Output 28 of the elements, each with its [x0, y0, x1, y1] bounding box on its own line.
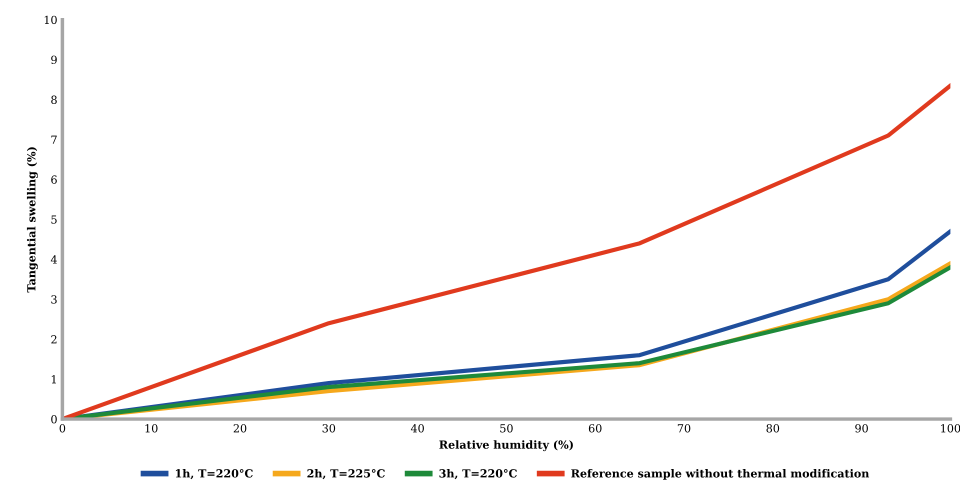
x-tick-label: 50	[500, 424, 513, 433]
x-tick-label: 100	[941, 424, 960, 433]
y-tick-label: 2	[51, 335, 56, 344]
y-tick-label: 4	[50, 255, 57, 264]
y-tick-label: 9	[51, 56, 57, 64]
y-tick-label: 7	[51, 136, 57, 144]
y-tick-label: 8	[51, 96, 57, 104]
y-tick-label: 3	[51, 295, 57, 304]
y-tick-label: 1	[52, 375, 56, 384]
x-tick-label: 70	[678, 424, 690, 433]
x-tick-label: 0	[60, 424, 66, 433]
y-axis-title: Tangential swelling (%)	[26, 147, 38, 292]
legend-label: 3h, T=220°C	[439, 468, 517, 480]
x-tick-label: 10	[145, 424, 158, 433]
x-tick-label: 20	[234, 424, 246, 433]
y-tick-label: 10	[44, 16, 57, 24]
x-tick-label: 40	[410, 424, 424, 433]
legend-label: 2h, T=225°C	[307, 468, 385, 480]
x-tick-label: 60	[588, 424, 602, 433]
y-tick-label: 5	[51, 216, 57, 224]
x-axis-title: Relative humidity (%)	[439, 440, 573, 452]
x-tick-label: 30	[322, 424, 336, 433]
x-tick-label: 80	[766, 424, 780, 433]
y-tick-label: 6	[51, 175, 57, 184]
legend-label: 1h, T=220°C	[176, 468, 253, 480]
x-tick-label: 90	[855, 424, 868, 433]
legend-label: Reference sample without thermal modification	[571, 468, 870, 480]
y-tick-label: 0	[51, 415, 57, 424]
